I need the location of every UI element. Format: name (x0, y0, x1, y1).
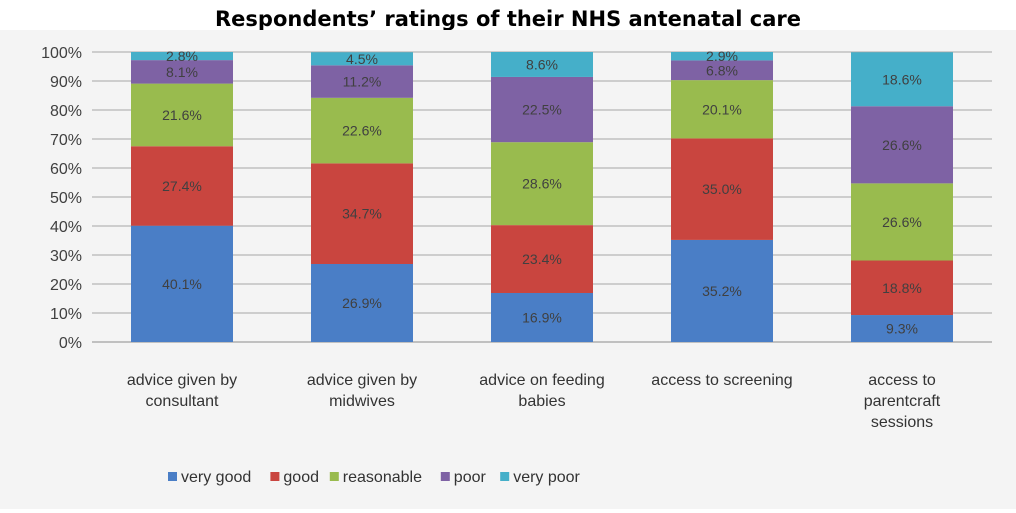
data-label: 27.4% (162, 178, 202, 194)
data-label: 40.1% (162, 276, 202, 292)
bar-segment (671, 52, 773, 61)
bar-segment (311, 65, 413, 98)
y-tick-label: 0% (59, 335, 82, 352)
y-tick-label: 70% (50, 132, 82, 149)
bar-segment (131, 60, 233, 84)
bar-segment (491, 142, 593, 226)
x-tick-label: advice on feeding babies (479, 372, 604, 410)
legend-swatch (329, 472, 339, 481)
x-axis: advice given by consultant advice given by… (127, 372, 941, 431)
y-tick-label: 10% (50, 306, 82, 323)
y-tick-label: 40% (50, 219, 82, 236)
bar-segment (311, 263, 413, 342)
data-label: 2.9% (706, 48, 738, 64)
data-label: 20.1% (702, 101, 742, 117)
data-label: 6.8% (706, 62, 738, 78)
legend-label: good (283, 469, 319, 486)
data-label: 18.6% (882, 71, 922, 87)
data-label: 26.6% (882, 214, 922, 230)
data-label: 34.7% (342, 206, 382, 222)
data-label: 16.9% (522, 309, 562, 325)
y-tick-label: 100% (41, 45, 82, 62)
bar-segment (491, 76, 593, 143)
bar-segment (671, 60, 773, 81)
legend-label: very good (181, 469, 251, 486)
y-tick-label: 50% (50, 190, 82, 207)
bar-segment (851, 183, 953, 261)
data-label: 18.8% (882, 280, 922, 296)
legend: very good good reasonable poor very poor (168, 469, 581, 486)
plot-area: 0% 10% 20% 30% 40% 50% 60% 70% 80% 90% 100% 40.1% 2… (0, 30, 1016, 509)
legend-swatch (440, 472, 450, 481)
x-tick-label: advice given by consultant (127, 372, 237, 410)
bar-segment (131, 146, 233, 226)
bar-segment (491, 225, 593, 293)
bar-segment (131, 225, 233, 342)
x-tick-label: advice given by midwives (307, 372, 417, 410)
legend-label: very poor (513, 469, 580, 486)
data-label: 21.6% (162, 107, 202, 123)
bar-segment (671, 80, 773, 139)
x-tick-label: access to screening (651, 372, 792, 389)
data-label: 4.5% (346, 51, 378, 67)
legend-swatch (168, 472, 177, 481)
legend-label: reasonable (343, 469, 422, 486)
bar-segment (851, 260, 953, 316)
data-label: 8.1% (166, 64, 198, 80)
x-tick-label: access to parentcraft sessions (864, 372, 941, 431)
bar-segment (851, 52, 953, 107)
data-label: 22.6% (342, 123, 382, 139)
bar-segment (671, 138, 773, 240)
data-label: 23.4% (522, 251, 562, 267)
bar-segment (851, 315, 953, 342)
y-tick-label: 80% (50, 103, 82, 120)
bar-segment (131, 52, 233, 61)
data-label: 35.0% (702, 181, 742, 197)
bar-segment (851, 106, 953, 184)
y-tick-label: 20% (50, 277, 82, 294)
data-label: 8.6% (526, 56, 558, 72)
y-tick-label: 30% (50, 248, 82, 265)
bar-segment (311, 163, 413, 264)
chart-title: Respondents’ ratings of their NHS antena… (215, 7, 801, 31)
bar-segment (311, 97, 413, 164)
data-label: 26.6% (882, 137, 922, 153)
y-tick-label: 90% (50, 74, 82, 91)
bar-segment (311, 52, 413, 66)
bar-segment (491, 292, 593, 342)
bar-segment (671, 239, 773, 342)
y-axis: 0% 10% 20% 30% 40% 50% 60% 70% 80% 90% 100% (41, 45, 82, 352)
data-label: 9.3% (886, 321, 918, 337)
bars: 40.1% 27.4% 21.6% 8.1%2.8% 26.9% 34.7% 22.6% 11… (131, 48, 953, 342)
bar-segment (491, 52, 593, 77)
bar-segment (131, 83, 233, 147)
data-label: 28.6% (522, 176, 562, 192)
y-tick-label: 60% (50, 161, 82, 178)
chart-canvas: 0% 10% 20% 30% 40% 50% 60% 70% 80% 90% 100% 40.1% 2… (41, 45, 992, 486)
data-label: 11.2% (343, 74, 382, 90)
data-label: 2.8% (166, 48, 198, 64)
legend-swatch (500, 472, 510, 481)
legend-swatch (270, 472, 280, 481)
data-label: 26.9% (342, 295, 382, 311)
data-label: 22.5% (522, 102, 562, 118)
legend-label: poor (454, 469, 487, 486)
data-label: 35.2% (702, 283, 742, 299)
